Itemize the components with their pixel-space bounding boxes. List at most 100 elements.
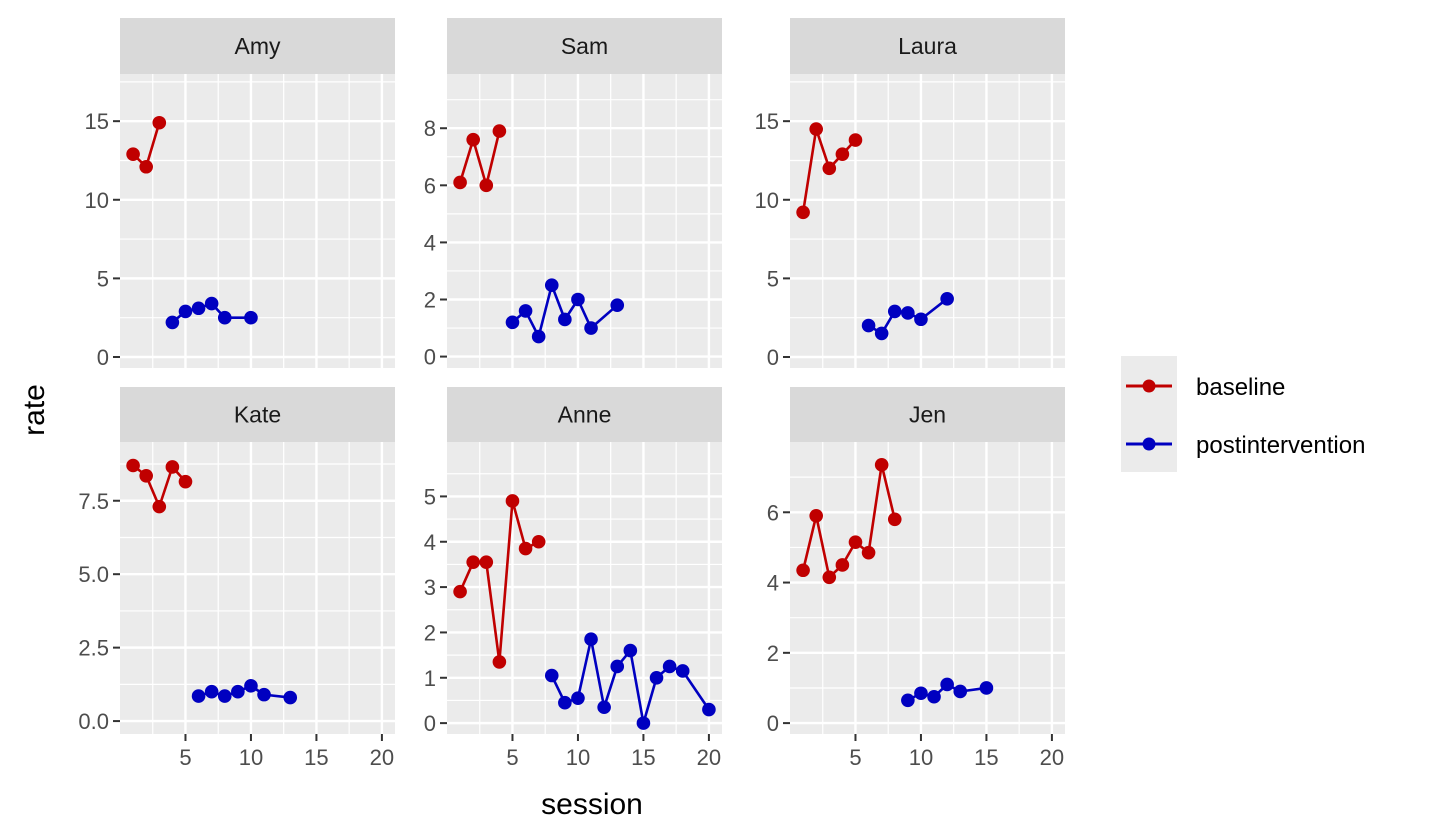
data-point-postintervention <box>584 632 598 647</box>
data-point-postintervention <box>558 695 572 710</box>
data-point-baseline <box>531 534 546 549</box>
data-point-postintervention <box>217 689 232 703</box>
panel-background <box>790 74 1065 368</box>
y-tick-label: 15 <box>85 109 109 134</box>
series-line-baseline <box>458 130 501 187</box>
panel-strip <box>447 18 722 74</box>
data-point-postintervention <box>887 304 902 319</box>
y-tick-label: 5 <box>767 266 779 291</box>
panel-jen: Jen 0 2 4 6 5 10 15 20 <box>767 387 1065 770</box>
data-point-postintervention <box>558 312 572 327</box>
data-point-baseline <box>126 147 140 161</box>
data-point-postintervention <box>636 716 651 730</box>
data-point-postintervention <box>544 668 559 683</box>
data-point-postintervention <box>610 298 625 313</box>
data-point-baseline <box>809 122 823 136</box>
data-point-postintervention <box>257 687 271 702</box>
data-point-postintervention <box>217 310 232 325</box>
data-point-postintervention <box>191 689 206 703</box>
data-point-postintervention <box>571 292 585 307</box>
data-point-baseline <box>835 147 850 161</box>
panel-strip <box>790 387 1065 442</box>
data-point-postintervention <box>702 702 716 717</box>
data-point-baseline <box>505 494 520 508</box>
data-point-postintervention <box>571 691 585 705</box>
y-tick-label: 5 <box>424 484 436 509</box>
data-point-postintervention <box>901 693 915 708</box>
data-point-postintervention <box>914 686 928 701</box>
data-point-baseline <box>809 508 823 523</box>
x-tick-label: 10 <box>566 745 590 770</box>
panel-title-sam: Sam <box>561 33 608 59</box>
data-point-baseline <box>518 541 533 556</box>
y-tick-label: 6 <box>767 500 779 525</box>
data-point-baseline <box>165 460 180 474</box>
data-point-postintervention <box>861 318 876 333</box>
x-tick-label: 20 <box>697 745 721 770</box>
data-point-baseline <box>479 178 494 193</box>
panel-background <box>447 74 722 368</box>
data-point-baseline <box>822 161 837 176</box>
data-point-postintervention <box>518 304 533 318</box>
panel-amy: Amy 0 5 10 15 <box>85 18 395 370</box>
data-point-baseline <box>139 468 153 483</box>
y-tick-label: 4 <box>767 571 779 596</box>
y-tick-label: 2 <box>424 620 436 645</box>
data-point-baseline <box>861 545 876 560</box>
x-tick-label: 15 <box>974 745 998 770</box>
x-tick-label: 15 <box>631 745 655 770</box>
data-point-baseline <box>848 133 863 147</box>
data-point-postintervention <box>874 326 889 341</box>
y-tick-label: 0.0 <box>78 709 109 734</box>
panel-kate: Kate 0.0 2.5 5.0 7.5 5 10 15 20 <box>78 387 395 770</box>
data-point-postintervention <box>940 677 954 692</box>
panels-layer: Amy051015Sam02468Laura051015Kate0.02.55.… <box>78 18 1065 770</box>
data-point-baseline <box>822 570 837 585</box>
data-point-baseline <box>466 132 480 147</box>
legend-key-baseline-point <box>1142 379 1156 393</box>
data-point-postintervention <box>927 689 941 704</box>
data-point-baseline <box>152 499 167 514</box>
y-tick-label: 2 <box>767 641 779 666</box>
data-point-postintervention <box>531 329 546 344</box>
data-point-postintervention <box>204 296 219 311</box>
data-point-baseline <box>453 584 467 599</box>
panel-background <box>790 442 1065 734</box>
data-point-postintervention <box>979 681 994 695</box>
x-tick-label: 20 <box>1040 745 1064 770</box>
data-point-postintervention <box>584 321 598 335</box>
y-tick-label: 0 <box>424 345 436 370</box>
data-point-postintervention <box>231 684 245 699</box>
legend-label-postintervention: postintervention <box>1196 432 1365 459</box>
x-tick-label: 20 <box>370 745 394 770</box>
data-point-postintervention <box>914 312 928 327</box>
x-tick-label: 10 <box>909 745 933 770</box>
y-tick-label: 4 <box>424 530 436 555</box>
x-tick-label: 5 <box>506 745 518 770</box>
y-tick-label: 7.5 <box>78 489 109 514</box>
y-tick-label: 0 <box>767 345 779 370</box>
data-point-baseline <box>139 159 153 174</box>
data-point-baseline <box>492 124 507 138</box>
y-tick-label: 0 <box>767 711 779 736</box>
x-tick-label: 5 <box>179 745 191 770</box>
data-point-baseline <box>152 115 167 130</box>
data-point-postintervention <box>953 684 968 699</box>
y-axis-title: rate <box>18 384 51 436</box>
y-tick-label: 6 <box>424 173 436 198</box>
data-point-baseline <box>796 563 810 578</box>
panel-title-anne: Anne <box>558 402 612 428</box>
x-tick-label: 5 <box>849 745 861 770</box>
data-point-postintervention <box>178 304 193 319</box>
data-point-postintervention <box>165 315 180 330</box>
y-tick-label: 5.0 <box>78 562 109 587</box>
y-tick-label: 2.5 <box>78 636 109 661</box>
y-tick-label: 0 <box>97 345 109 370</box>
data-point-postintervention <box>283 690 298 705</box>
y-tick-label: 1 <box>424 666 436 691</box>
legend-key-background <box>1121 356 1177 472</box>
data-point-postintervention <box>244 310 258 325</box>
data-point-baseline <box>887 512 902 527</box>
data-point-baseline <box>796 205 810 220</box>
